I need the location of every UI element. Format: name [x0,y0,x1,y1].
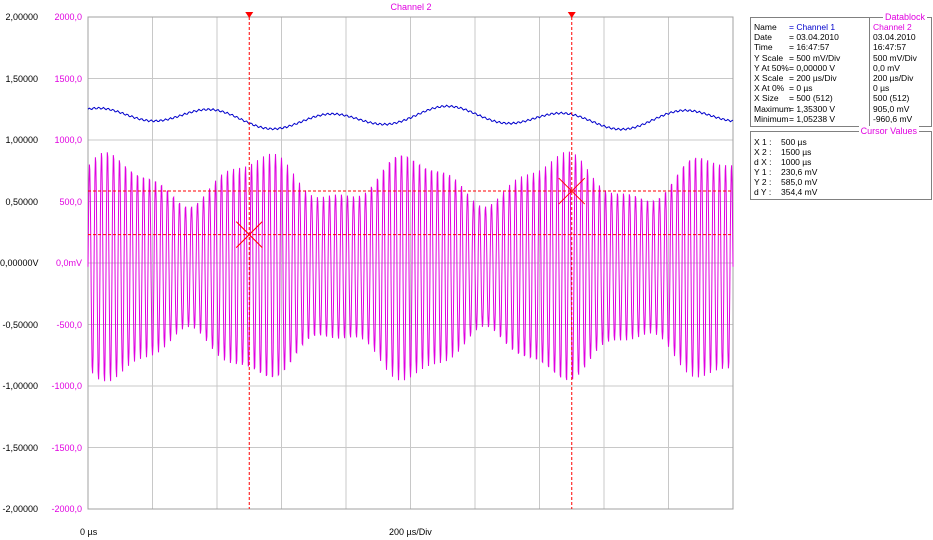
datablock-row-label: X At 0% [754,83,785,94]
cursor-row-label: Y 2 : [754,177,772,187]
y-label-channel2: -1000,0 [51,381,82,391]
cursor-row-value: 230,6 mV [781,167,818,177]
cursor-values-panel: Cursor Values X 1 : 500 µs X 2 : 1500 µs d X… [750,126,932,200]
datablock-row-label: Date [754,32,772,43]
datablock-row-ch1: = 200 µs/Div [789,73,837,83]
datablock-row-ch1: = 03.04.2010 [789,32,839,43]
y-label-channel1: -0,50000 [2,319,38,330]
datablock-row-ch1: = 1,05238 V [789,113,836,124]
y-label-channel1: 1,00000 [5,135,38,145]
cursor-row-value: 354,4 mV [781,187,818,197]
datablock-row-ch2: Channel 2 [873,22,912,32]
y-label-channel2: -2000,0 [51,504,82,514]
datablock-row-ch2: 03.04.2010 [873,32,916,43]
y-label-channel1: -2,00000 [2,504,38,514]
cursor-row-label: X 1 : [754,137,772,147]
datablock-row-label: Y Scale [754,52,784,63]
datablock-row-label: Minimum [754,113,789,124]
datablock-row-ch2: 0,0 mV [873,62,900,73]
y-label-channel1: 1,50000 [5,73,38,84]
y-label-channel2: 0,0mV [55,258,82,268]
y-label-channel2: 500,0 [59,196,82,207]
cursor-row-value: 1000 µs [781,157,812,167]
y-label-channel1: 0,00000V [0,258,39,268]
datablock-row-label: Time [754,42,773,53]
y-label-channel1: -1,50000 [2,442,38,453]
y-label-channel2: -500,0 [56,319,82,330]
x-axis-start-label: 0 µs [80,527,98,537]
datablock-row-ch1: = Channel 1 [789,22,836,32]
datablock-panel: Datablock Name = Channel 1 Channel 2 Date = … [750,12,932,127]
cursor-row-value: 500 µs [781,137,807,147]
datablock-row-label: Y At 50% [754,62,789,73]
datablock-row-ch1: = 0,00000 V [789,62,836,73]
datablock-divider [869,18,870,126]
datablock-row-ch1: = 16:47:57 [789,42,830,53]
datablock-row-ch2: 500 (512) [873,93,910,104]
cursor-values-title: Cursor Values [858,126,919,136]
datablock-row-ch2: -960,6 mV [873,113,913,124]
cursor-row-value: 585,0 mV [781,177,818,187]
y-label-channel2: -1500,0 [51,442,82,453]
cursor-row-label: Y 1 : [754,167,772,177]
cursor-2-crosshair [558,177,586,205]
y-label-channel1: 2,00000 [5,12,38,22]
datablock-row-label: X Scale [754,73,784,83]
y-label-channel1: 0,50000 [5,196,38,207]
crosshair-stroke [558,177,586,205]
datablock-row-label: Maximum [754,103,791,114]
datablock-row-ch2: 905,0 mV [873,103,910,114]
y-label-channel1: -1,00000 [2,381,38,391]
cursor-x2-marker[interactable] [567,12,576,18]
datablock-row-ch2: 0 µs [873,83,890,94]
cursor-row-value: 1500 µs [781,147,812,157]
datablock-row-ch1: = 500 (512) [789,93,833,104]
channel1-trace [87,104,734,131]
crosshair-stroke [235,221,263,248]
cursor-row-label: X 2 : [754,147,772,157]
datablock-row-ch2: 200 µs/Div [873,73,914,83]
datablock-row-label: X Size [754,93,779,104]
datablock-row-ch2: 500 mV/Div [873,52,917,63]
channel2-trace [87,151,734,382]
plot-grid [88,17,733,509]
x-axis-division-label: 200 µs/Div [389,527,432,537]
y-label-channel2: 1000,0 [54,135,82,145]
y-label-channel2: 2000,0 [54,12,82,22]
cursor-x1-marker[interactable] [245,12,254,18]
y-label-channel2: 1500,0 [54,73,82,84]
cursor-row-label: d X : [754,157,772,167]
datablock-row-ch1: = 500 mV/Div [789,52,841,63]
datablock-row-ch1: = 1,35300 V [789,103,836,114]
datablock-title: Datablock [882,12,927,22]
cursor-1-crosshair [235,221,263,248]
datablock-row-ch2: 16:47:57 [873,42,907,53]
datablock-row-label: Name [754,22,777,32]
cursor-row-label: d Y : [754,187,772,197]
datablock-row-ch1: = 0 µs [789,83,813,94]
plot-title: Channel 2 [390,2,432,12]
